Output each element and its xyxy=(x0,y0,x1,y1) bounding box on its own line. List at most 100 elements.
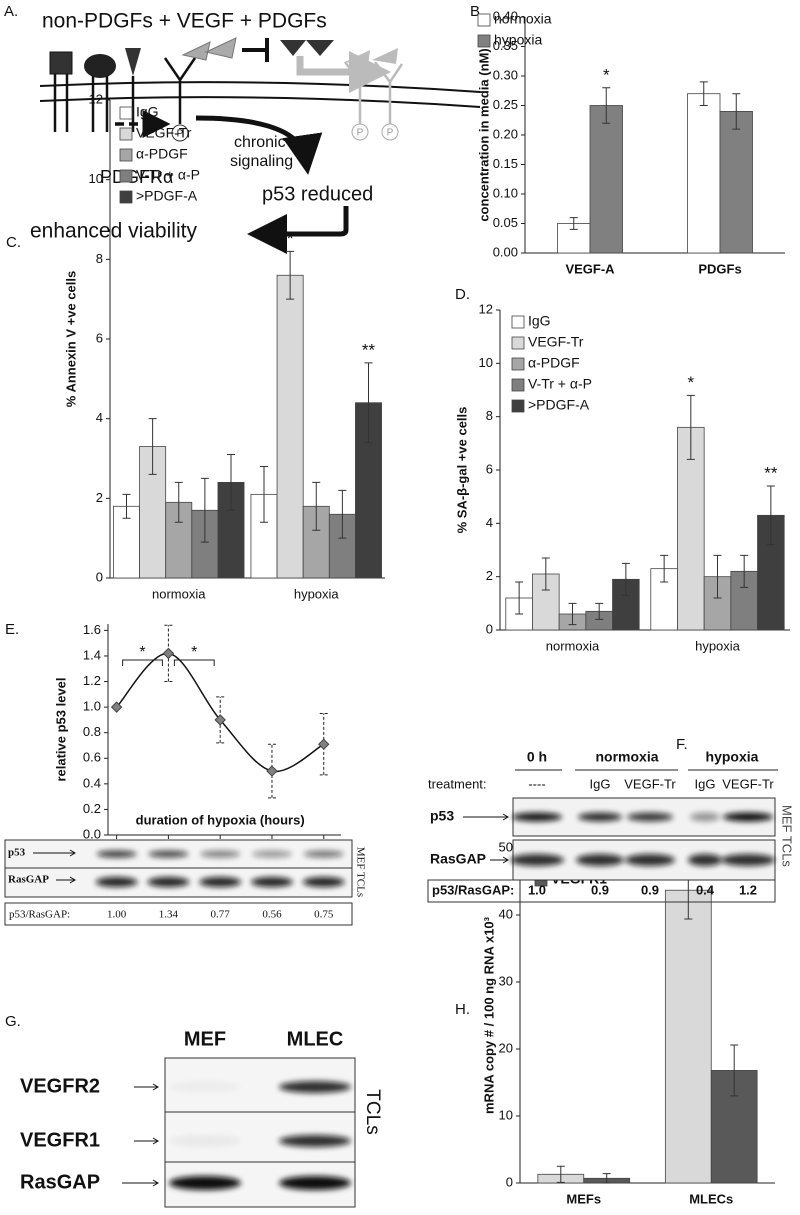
error-bar xyxy=(569,217,578,230)
receptor xyxy=(125,48,141,76)
y-tick-label: 0.00 xyxy=(493,244,518,259)
blot-band xyxy=(148,850,189,858)
legend-label: >PDGF-A xyxy=(528,397,590,413)
error-bar xyxy=(730,1044,739,1097)
annotation: * xyxy=(139,644,145,661)
pdgfr xyxy=(163,57,197,124)
y-tick-label: 0 xyxy=(486,621,493,636)
receptor-label: PDGFRα xyxy=(100,167,173,187)
row-label: p53 xyxy=(8,847,26,859)
blot-band xyxy=(510,854,564,866)
label-arrow xyxy=(56,876,76,884)
ratio-frame xyxy=(427,879,776,903)
y-tick-label: 0.20 xyxy=(493,126,518,141)
x-tick-label: normoxia xyxy=(152,586,206,601)
ratio-value: 0.56 xyxy=(262,909,282,921)
ratio-value: 0.4 xyxy=(696,882,715,897)
group-label: normoxia xyxy=(595,749,658,765)
error-bar xyxy=(602,1173,611,1184)
error-bar xyxy=(148,418,157,475)
x-tick-label: MEFs xyxy=(566,1191,601,1206)
label-arrow xyxy=(33,849,76,857)
vegf-ligand xyxy=(181,37,237,61)
diagram-title: non-PDGFs + VEGF + PDGFs xyxy=(42,10,327,33)
phospho xyxy=(381,123,399,141)
annotation: ** xyxy=(764,463,778,482)
y-axis-label: % SA-β-gal +ve cells xyxy=(454,407,469,534)
y-tick-label: 40 xyxy=(499,906,513,921)
bracket xyxy=(173,659,215,666)
error-bar xyxy=(216,696,225,744)
error-bar xyxy=(174,481,183,523)
error-bar xyxy=(286,250,295,300)
legend-swatch xyxy=(477,34,491,48)
marker xyxy=(318,738,330,750)
outcome-arrow xyxy=(247,206,349,254)
blot-band xyxy=(95,877,138,887)
label-arrow xyxy=(134,1137,159,1145)
pdgf-ligand xyxy=(280,40,334,56)
legend-swatch xyxy=(119,148,133,162)
blot-band xyxy=(279,1135,351,1147)
row-label: RasGAP xyxy=(430,851,486,867)
blot-band xyxy=(627,812,673,822)
ligand-bound xyxy=(345,48,398,66)
marker xyxy=(110,701,123,713)
y-tick-label: 0.30 xyxy=(493,67,518,82)
y-axis-label: % Annexin V +ve cells xyxy=(63,271,78,407)
signal-arrow xyxy=(195,115,323,175)
y-tick-label: 0.6 xyxy=(83,750,101,765)
error-bar xyxy=(338,489,347,539)
error-bar xyxy=(686,394,695,460)
membrane xyxy=(39,81,481,93)
treatment: IgG xyxy=(590,776,611,791)
label-arrow xyxy=(463,813,509,821)
annotation: * xyxy=(603,65,610,84)
treatment-label: treatment: xyxy=(428,776,487,791)
y-tick-label: 12 xyxy=(89,91,103,106)
blot-band xyxy=(688,854,722,866)
error-bar xyxy=(660,554,669,583)
row-label: VEGFR2 xyxy=(20,1075,100,1097)
phospho-label: P xyxy=(387,128,394,139)
y-tick-label: 0 xyxy=(506,1174,513,1189)
y-tick-label: 1.4 xyxy=(83,647,101,662)
error-bar xyxy=(621,562,630,596)
legend-swatch xyxy=(511,378,525,392)
error-bar xyxy=(364,362,373,444)
diagram-a: A. non-PDGFs + VEGF + PDGFs P P P PDGFRα… xyxy=(4,3,481,254)
legend-label: >PDGF-A xyxy=(136,188,198,204)
ratio-value: 1.00 xyxy=(107,909,127,921)
bar xyxy=(719,111,753,254)
y-axis-label: mRNA copy # / 100 ng RNA x10³ xyxy=(481,916,496,1114)
panel-label: H. xyxy=(455,1001,470,1018)
blot-band xyxy=(690,812,720,822)
y-tick-label: 0.05 xyxy=(493,215,518,230)
error-bar xyxy=(312,481,321,531)
marker xyxy=(214,714,226,726)
ratio-value: 0.75 xyxy=(314,909,334,921)
error-bar xyxy=(164,624,173,683)
panel-label: E. xyxy=(5,621,19,638)
treatment: VEGF-Tr xyxy=(722,776,774,791)
legend-label: IgG xyxy=(136,104,159,120)
legend-label: α-PDGF xyxy=(136,146,188,162)
legend-swatch xyxy=(119,190,133,204)
row-label: VEGFR1 xyxy=(20,1129,100,1151)
blot-band xyxy=(279,1081,351,1093)
y-tick-label: 2 xyxy=(96,490,103,505)
y-tick-label: 2 xyxy=(486,568,493,583)
y-tick-label: 8 xyxy=(96,251,103,266)
signaling-label: chronic xyxy=(234,134,286,151)
blot-band xyxy=(96,850,137,858)
treatment: VEGF-Tr xyxy=(624,776,676,791)
group-label: hypoxia xyxy=(706,749,759,765)
outcome-label: enhanced viability xyxy=(30,220,197,243)
error-bar xyxy=(122,493,131,519)
panel-label: D. xyxy=(455,286,470,303)
y-tick-label: 0.2 xyxy=(83,801,101,816)
legend-swatch xyxy=(511,336,525,350)
error-bar xyxy=(766,485,775,546)
blot-band xyxy=(169,1081,241,1093)
label-arrow xyxy=(122,1179,159,1187)
